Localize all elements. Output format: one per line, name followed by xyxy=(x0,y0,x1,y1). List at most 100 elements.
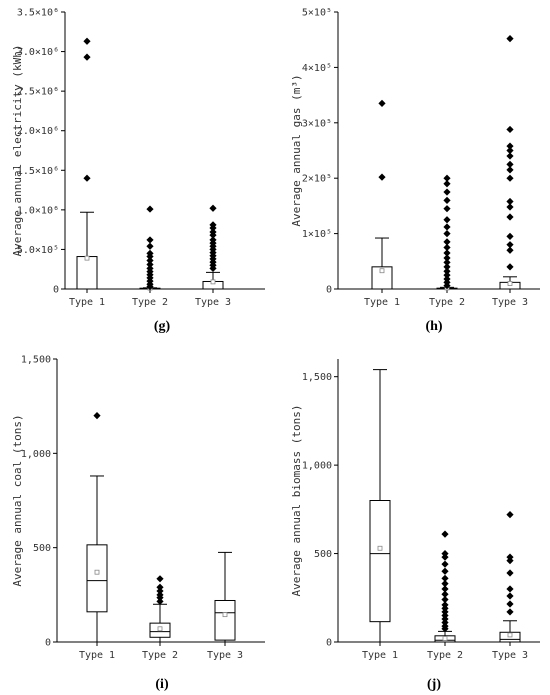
outlier-point xyxy=(506,553,514,561)
box xyxy=(369,500,391,623)
outlier-point xyxy=(443,196,451,204)
y-tick-label: 0 xyxy=(326,285,332,296)
x-tick-label: Type 3 xyxy=(195,297,231,308)
outlier-point xyxy=(443,238,451,246)
outlier-point xyxy=(156,575,164,583)
outlier-point xyxy=(506,569,514,577)
outlier-point xyxy=(146,205,154,213)
outlier-point xyxy=(83,174,91,182)
outlier-point xyxy=(209,221,217,229)
mean-marker xyxy=(94,569,100,575)
outlier-point xyxy=(443,180,451,188)
y-tick-label: 1.5×10⁶ xyxy=(17,166,59,177)
outlier-point xyxy=(443,267,451,275)
mean-marker xyxy=(379,268,385,274)
outlier-point xyxy=(506,511,514,519)
x-tick-label: Type 2 xyxy=(429,297,465,308)
outlier-point xyxy=(506,152,514,160)
box xyxy=(76,256,98,290)
y-tick-label: 4×10⁵ xyxy=(302,63,332,74)
mean-marker xyxy=(157,626,163,632)
outlier-point xyxy=(378,173,386,181)
outlier-point xyxy=(443,258,451,267)
outlier-point xyxy=(443,174,451,182)
mean-marker xyxy=(442,636,448,641)
outlier-point xyxy=(441,580,449,588)
outlier-point xyxy=(441,549,449,558)
outlier-point xyxy=(506,160,514,168)
box xyxy=(214,599,236,641)
mean-marker xyxy=(507,281,513,286)
outlier-point xyxy=(156,587,164,595)
x-tick-label: Type 3 xyxy=(492,297,528,308)
outlier-point xyxy=(441,574,449,582)
mean-marker xyxy=(210,279,216,285)
outlier-point xyxy=(441,585,449,593)
y-tick-label: 0 xyxy=(45,638,51,649)
outlier-point xyxy=(146,249,154,257)
outlier-point xyxy=(443,216,451,224)
outlier-point xyxy=(506,197,514,206)
outlier-point xyxy=(506,125,514,134)
y-tick-label: 3×10⁵ xyxy=(302,118,332,129)
y-axis-title: Average annual electricity (kWh) xyxy=(11,45,24,257)
outlier-point xyxy=(506,142,514,150)
panel-label: (h) xyxy=(425,319,442,334)
outlier-point xyxy=(441,567,449,575)
mean-marker xyxy=(377,545,383,551)
y-tick-label: 1,500 xyxy=(302,372,332,383)
x-tick-label: Type 1 xyxy=(69,297,105,308)
panel-label: (g) xyxy=(154,319,171,334)
y-tick-label: 1×10⁵ xyxy=(302,229,332,240)
outlier-point xyxy=(146,264,154,273)
outlier-point xyxy=(443,271,451,279)
outlier-point xyxy=(443,254,451,262)
outlier-point xyxy=(156,597,164,606)
x-tick-label: Type 1 xyxy=(362,650,398,661)
outlier-point xyxy=(443,243,451,252)
y-tick-label: 2×10⁵ xyxy=(302,174,332,185)
y-tick-label: 3.5×10⁶ xyxy=(17,8,59,19)
outlier-point xyxy=(443,188,451,196)
mean-marker xyxy=(222,612,228,618)
outlier-point xyxy=(443,223,451,231)
y-tick-label: 0 xyxy=(326,638,332,649)
outlier-point xyxy=(83,53,91,61)
outlier-point xyxy=(506,146,514,155)
outlier-point xyxy=(93,412,101,420)
y-axis-title: Average annual biomass (tons) xyxy=(290,404,303,596)
outlier-point xyxy=(209,228,217,236)
outlier-point xyxy=(506,246,514,254)
outlier-point xyxy=(209,204,217,212)
outlier-point xyxy=(506,592,514,600)
x-tick-label: Type 1 xyxy=(364,297,400,308)
outlier-point xyxy=(506,34,514,43)
x-tick-label: Type 1 xyxy=(79,650,115,661)
outlier-point xyxy=(443,275,451,283)
outlier-point xyxy=(506,600,514,608)
x-tick-label: Type 2 xyxy=(132,297,168,308)
outlier-point xyxy=(443,230,451,238)
outlier-point xyxy=(209,236,217,244)
panel-label: (i) xyxy=(155,677,169,692)
y-tick-label: 0 xyxy=(53,285,59,296)
outlier-point xyxy=(146,256,154,265)
x-tick-label: Type 2 xyxy=(427,650,463,661)
outlier-point xyxy=(443,205,451,213)
outlier-point xyxy=(146,242,154,250)
y-tick-label: 2.5×10⁶ xyxy=(17,87,59,98)
outlier-point xyxy=(443,249,451,257)
outlier-point xyxy=(146,260,154,269)
y-tick-label: 1,500 xyxy=(21,355,51,366)
outlier-point xyxy=(506,608,514,616)
outlier-point xyxy=(441,595,449,604)
outlier-point xyxy=(441,601,449,609)
box xyxy=(86,544,108,613)
y-tick-label: 3.0×10⁶ xyxy=(17,47,59,58)
outlier-point xyxy=(156,591,164,599)
y-tick-label: 1,000 xyxy=(21,449,51,460)
y-tick-label: 500 xyxy=(33,543,51,554)
outlier-point xyxy=(506,585,514,593)
y-tick-label: 1,000 xyxy=(302,461,332,472)
